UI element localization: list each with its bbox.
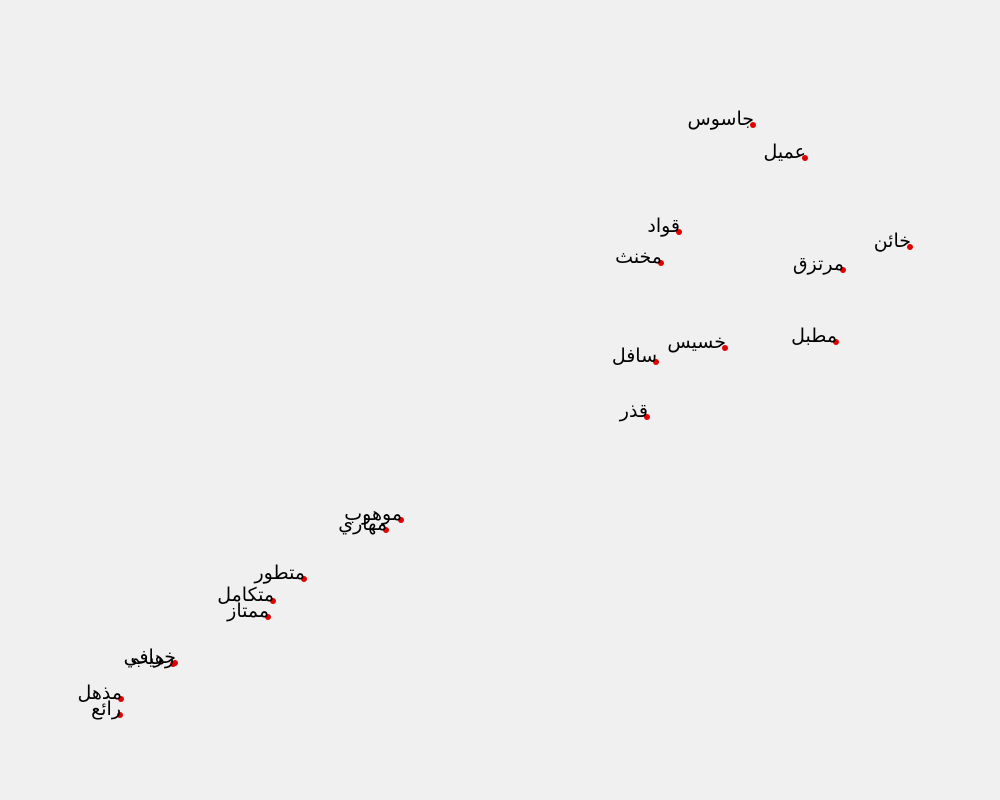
data-point <box>722 345 728 351</box>
point-label: ممتاز <box>226 600 269 622</box>
data-point <box>802 155 808 161</box>
point-label: متكامل <box>217 584 274 606</box>
point-label: سافل <box>612 345 657 367</box>
data-point <box>301 576 307 582</box>
point-label: مخنث <box>615 246 662 268</box>
data-point <box>750 122 756 128</box>
point-label: مرتزق <box>793 253 844 275</box>
data-point <box>118 696 124 702</box>
data-point <box>117 712 123 718</box>
point-label: جاسوس <box>688 108 754 130</box>
point-label: رائع <box>91 698 121 720</box>
point-label: مذهل <box>77 682 122 704</box>
data-point <box>653 359 659 365</box>
data-point <box>644 414 650 420</box>
point-label: خسيس <box>667 331 726 353</box>
point-label: رهيب <box>130 647 174 669</box>
point-label: موهوب <box>344 503 402 525</box>
data-point <box>383 527 389 533</box>
data-point <box>840 267 846 273</box>
data-point <box>833 339 839 345</box>
point-label: مهاري <box>338 513 387 535</box>
data-point <box>676 229 682 235</box>
point-label: قواد <box>647 215 680 237</box>
data-point <box>398 517 404 523</box>
point-label: خائن <box>874 230 911 252</box>
point-label: عميل <box>764 141 806 163</box>
data-point <box>270 598 276 604</box>
point-label: قذر <box>619 400 648 422</box>
data-point <box>265 614 271 620</box>
data-point <box>907 244 913 250</box>
point-label: مطبل <box>791 325 837 347</box>
point-label: خرافي <box>124 646 176 668</box>
data-point <box>658 260 664 266</box>
point-label: متطور <box>254 562 306 584</box>
data-point <box>170 661 176 667</box>
